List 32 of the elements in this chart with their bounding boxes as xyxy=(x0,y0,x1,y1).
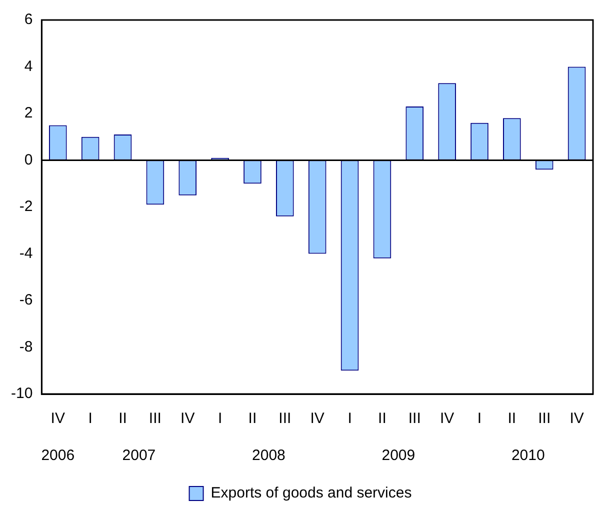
x-tick-label: II xyxy=(248,410,257,428)
y-tick-label: -6 xyxy=(19,292,33,309)
y-tick-label: 6 xyxy=(24,11,33,28)
x-tick-label: I xyxy=(477,410,482,428)
y-tick-label: -2 xyxy=(19,198,33,216)
x-tick-label: IV xyxy=(570,410,584,428)
x-tick-label: III xyxy=(538,410,551,428)
x-tick-label: II xyxy=(118,410,127,428)
text: 2006 xyxy=(41,447,75,464)
x-tick-label: I xyxy=(88,410,92,428)
y-tick-label: -10 xyxy=(10,385,33,402)
x-tick-label: III xyxy=(408,410,421,428)
y-tick-label: 4 xyxy=(24,58,33,75)
y-tick-label: 0 xyxy=(24,151,33,168)
x-tick-label: IV xyxy=(180,410,195,428)
x-tick-label: III xyxy=(148,410,162,428)
text: 2007 xyxy=(122,447,156,464)
y-tick-label: -4 xyxy=(19,244,33,262)
x-tick-label: I xyxy=(218,410,222,428)
x-tick-label: II xyxy=(378,410,386,428)
y-tick-label: -8 xyxy=(19,338,33,356)
x-tick-label: III xyxy=(278,410,292,428)
y-tick-label: 2 xyxy=(24,104,33,122)
x-tick-label: IV xyxy=(310,410,324,428)
text: 2010 xyxy=(511,447,545,464)
text: 2008 xyxy=(252,447,286,464)
x-tick-label: IV xyxy=(440,410,454,428)
text: 2009 xyxy=(382,447,416,464)
legend-label: Exports of goods and services xyxy=(210,484,412,502)
x-tick-label: IV xyxy=(50,410,65,428)
x-tick-label: II xyxy=(508,410,516,428)
x-tick-label: I xyxy=(348,410,352,428)
